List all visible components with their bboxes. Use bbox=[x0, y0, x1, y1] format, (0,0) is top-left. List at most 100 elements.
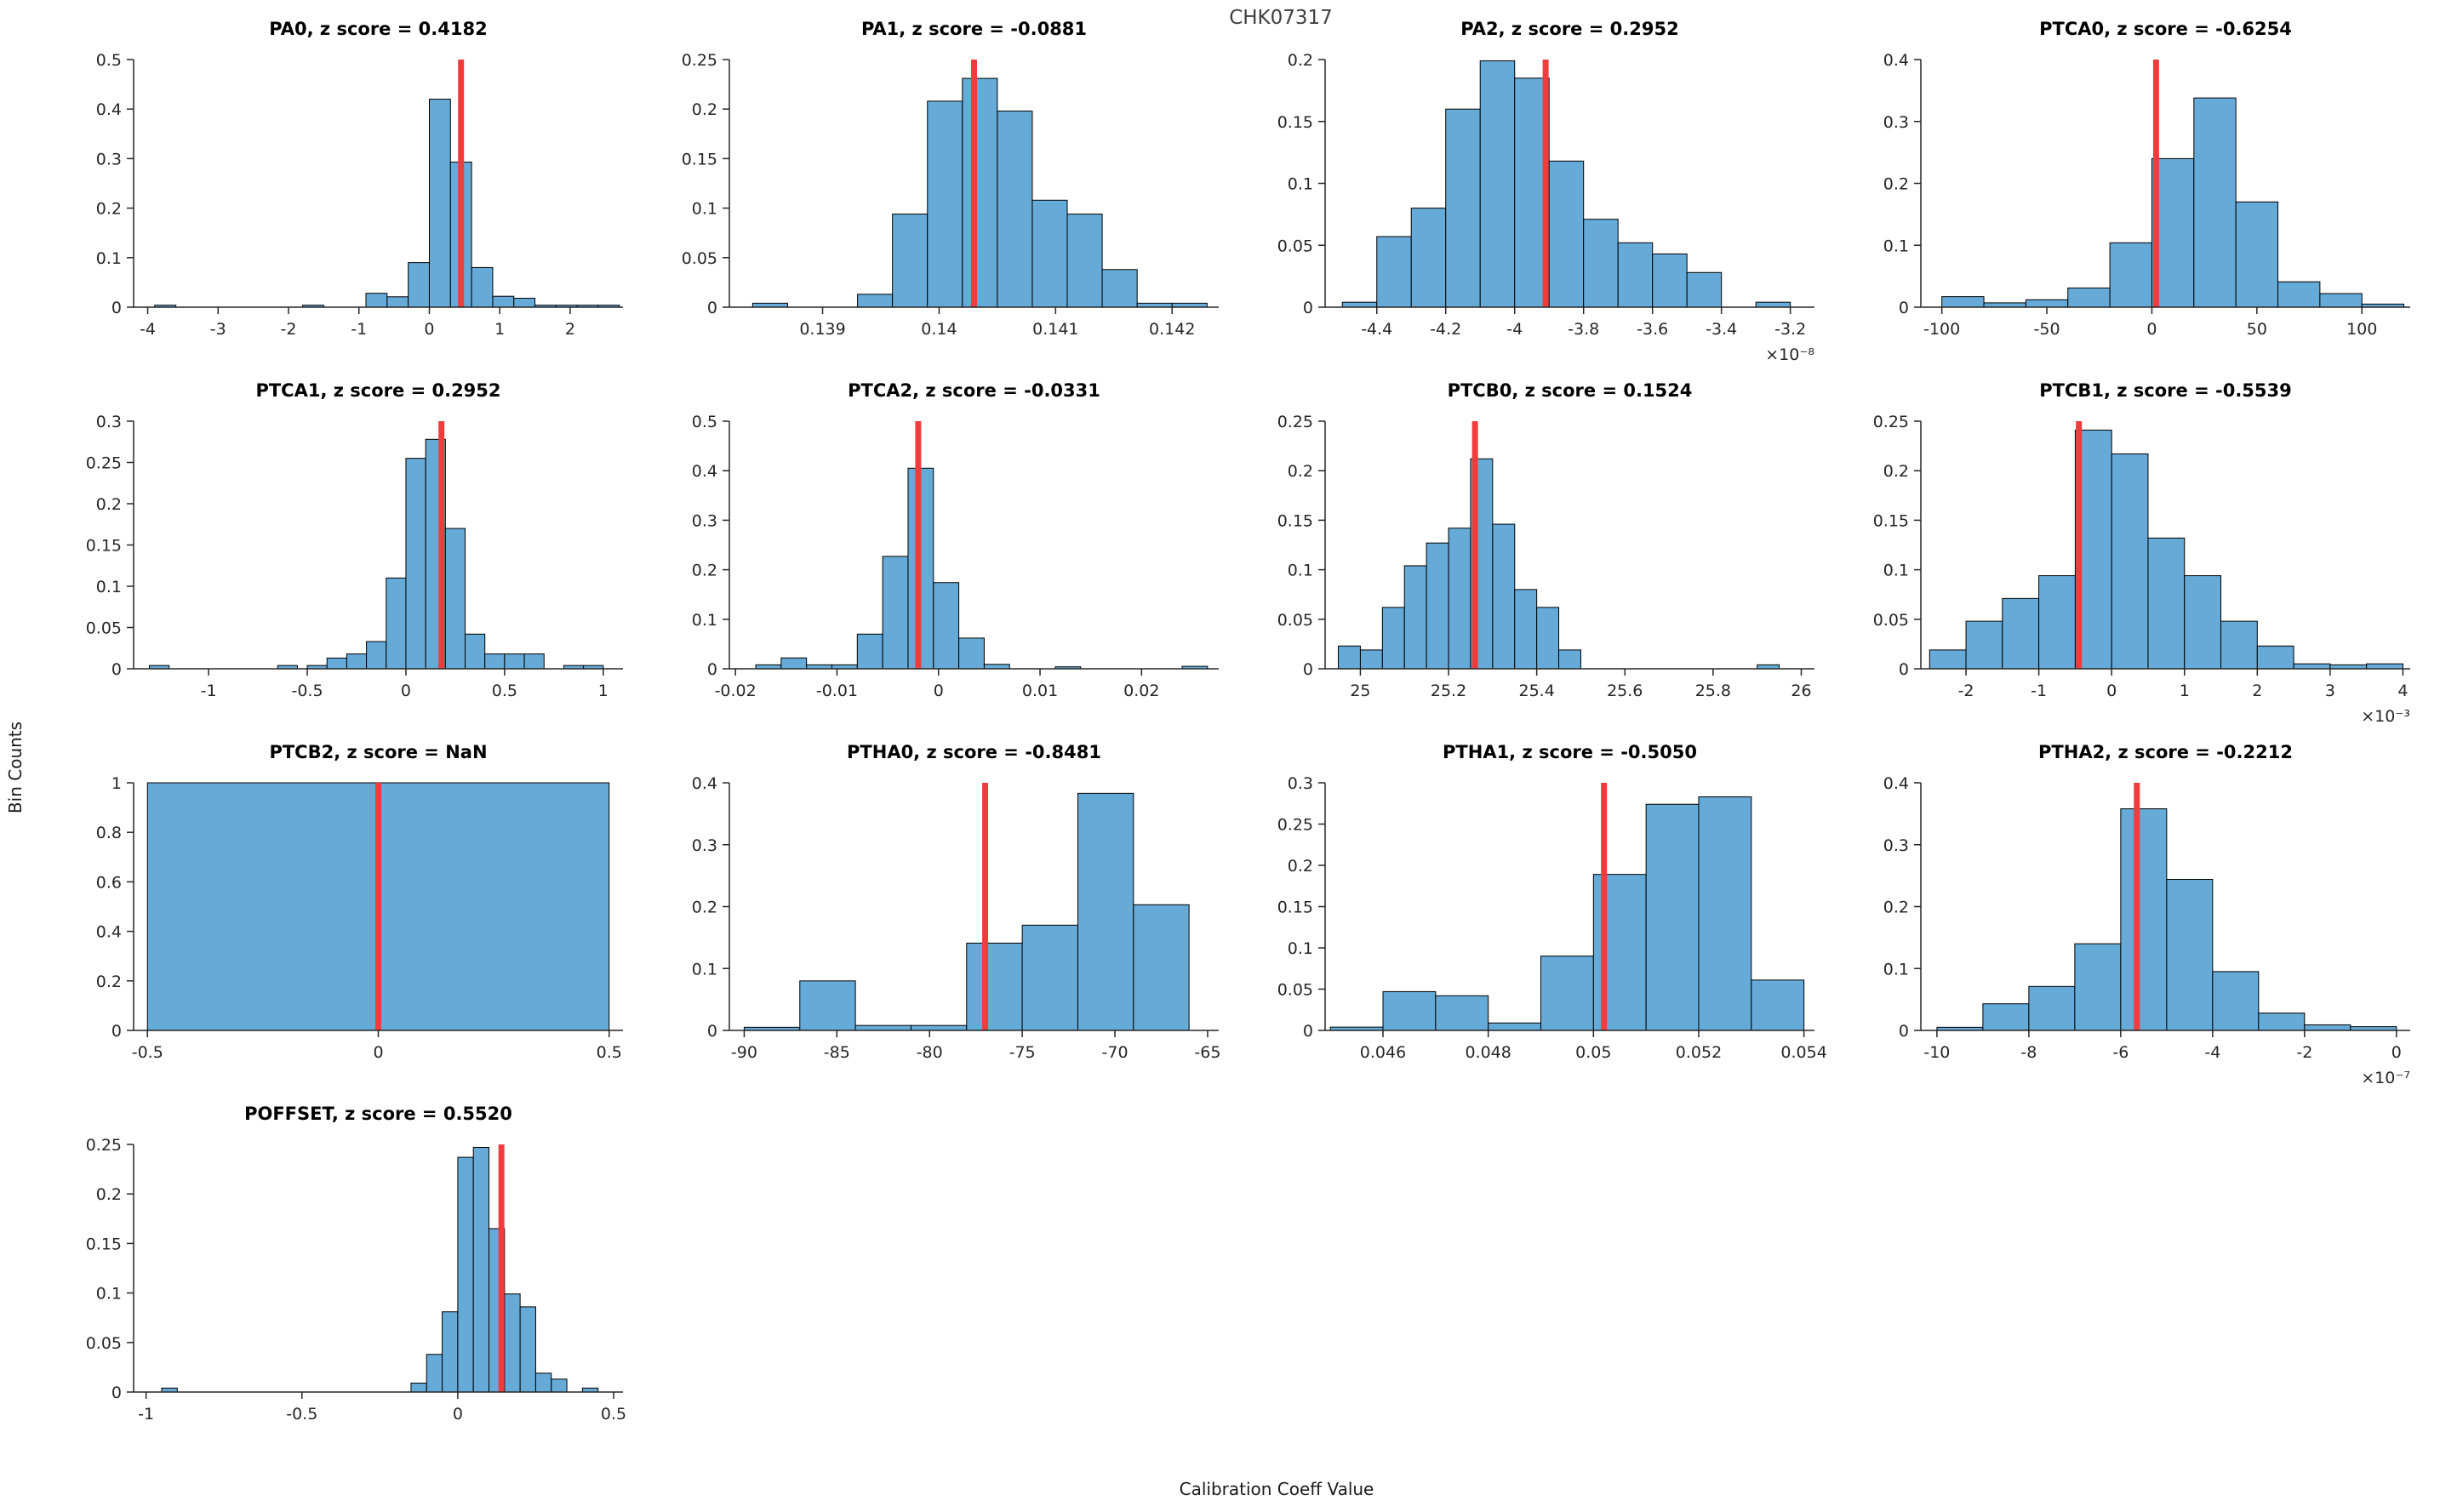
subplot-plot-area: 0.046 0.048 0.05 0.052 0.054 0 0.05 0.1 0.15 0.2 0… bbox=[1277, 774, 1827, 1062]
y-tick-label: 0.05 bbox=[682, 249, 717, 268]
histogram-bar bbox=[465, 633, 486, 670]
x-tick-label: -1 bbox=[2031, 682, 2047, 700]
histogram-bar bbox=[365, 293, 388, 308]
histogram-bar bbox=[1514, 589, 1538, 670]
x-tick-label: 0 bbox=[934, 682, 944, 700]
histogram-bar bbox=[1492, 523, 1516, 670]
x-axis-exponent-label: ×10⁻⁸ bbox=[1765, 345, 1814, 362]
y-tick-label: 0.15 bbox=[86, 537, 122, 556]
y-tick-label: 0 bbox=[111, 1022, 122, 1041]
y-tick-label: 0.4 bbox=[692, 462, 717, 481]
subplot-plot-area: -4.4 -4.2 -4 -3.8 -3.6 -3.4 -3.2 0 0.05 0.1 0.15 0.… bbox=[1277, 51, 1814, 364]
histogram-bar bbox=[2120, 808, 2168, 1031]
histogram-bar bbox=[1426, 542, 1449, 670]
x-tick-label: 0.052 bbox=[1676, 1043, 1722, 1062]
subplot-title: PA1, z score = -0.0881 bbox=[860, 19, 1088, 39]
x-tick-label: 0.141 bbox=[1032, 320, 1078, 339]
histogram-bar bbox=[2028, 985, 2076, 1031]
histogram-bar bbox=[2109, 242, 2152, 308]
histogram-bar bbox=[1021, 924, 1078, 1031]
y-tick-label: 0.05 bbox=[86, 1334, 122, 1353]
histogram-bar bbox=[519, 1306, 536, 1393]
x-tick-label: 0 bbox=[2391, 1043, 2402, 1062]
histogram-bar bbox=[2074, 943, 2122, 1031]
x-tick-label: 25.8 bbox=[1695, 682, 1731, 700]
y-tick-label: 0.1 bbox=[96, 578, 122, 596]
subplot-title: PA0, z score = 0.4182 bbox=[269, 19, 488, 39]
x-tick-label: 0.05 bbox=[1575, 1043, 1611, 1062]
y-tick-label: 0.2 bbox=[692, 562, 717, 580]
histogram-bar bbox=[958, 637, 985, 670]
histogram-bar bbox=[1403, 565, 1427, 670]
histogram-bar bbox=[1686, 271, 1723, 308]
histogram-bar bbox=[983, 664, 1010, 670]
x-tick-label: -65 bbox=[1194, 1043, 1220, 1062]
x-tick-label: -3 bbox=[210, 320, 226, 339]
subplot-title: PTCB1, z score = -0.5539 bbox=[2039, 380, 2292, 401]
y-tick-label: 0.2 bbox=[1288, 857, 1313, 876]
histogram-bar bbox=[1448, 528, 1471, 670]
histogram-bar bbox=[2220, 620, 2258, 670]
x-tick-label: -4 bbox=[2204, 1043, 2220, 1062]
histogram-bar bbox=[346, 653, 368, 670]
histogram-bar bbox=[1488, 1022, 1542, 1031]
y-tick-label: 0.3 bbox=[96, 413, 122, 431]
histogram-bar bbox=[997, 111, 1033, 308]
x-axis-exponent-label: ×10⁻⁷ bbox=[2361, 1069, 2410, 1085]
histogram-bar bbox=[2256, 645, 2294, 670]
histogram-bar bbox=[1101, 269, 1138, 308]
y-tick-label: 0.15 bbox=[1277, 113, 1313, 132]
y-tick-label: 0.1 bbox=[1883, 960, 1909, 979]
y-tick-label: 0.4 bbox=[96, 100, 122, 119]
histogram-bar bbox=[2277, 281, 2321, 308]
y-tick-label: 0.8 bbox=[96, 824, 122, 842]
subplot-title: PTCA0, z score = -0.6254 bbox=[2039, 19, 2292, 39]
y-tick-label: 0 bbox=[707, 660, 717, 679]
histogram-bar bbox=[933, 582, 960, 670]
x-tick-label: 0.14 bbox=[921, 320, 957, 339]
subplot-plot-area: 0.139 0.14 0.141 0.142 0 0.05 0.1 0.15 0.2 0.25 bbox=[682, 51, 1219, 339]
x-tick-label: -100 bbox=[1923, 320, 1960, 339]
y-tick-label: 0.2 bbox=[96, 1185, 122, 1204]
y-tick-label: 0.4 bbox=[692, 774, 717, 793]
histogram-bar bbox=[405, 458, 426, 670]
x-tick-label: -1 bbox=[138, 1405, 154, 1424]
x-tick-label: 0.046 bbox=[1360, 1043, 1406, 1062]
histogram-bar bbox=[882, 556, 909, 670]
subplot-plot-area: -2 -1 0 1 2 3 4 0 0.05 0.1 0.15 0.2 0.25 ×10⁻³ bbox=[1873, 413, 2410, 726]
histogram-bar bbox=[856, 633, 883, 670]
subplot-plot-area: -100 -50 0 50 100 0 0.1 0.2 0.3 0.4 bbox=[1883, 51, 2410, 339]
figure-title: CHK07317 bbox=[1229, 7, 1333, 29]
y-tick-label: 0.25 bbox=[86, 454, 122, 473]
subplot-ptha2: PTHA2, z score = -0.2212 -10 -8 -6 -4 -2 0 0 0.1… bbox=[1838, 723, 2434, 1087]
x-tick-label: -85 bbox=[824, 1043, 850, 1062]
y-tick-label: 0.15 bbox=[1277, 899, 1313, 917]
y-tick-label: 0.2 bbox=[1288, 462, 1313, 481]
histogram-bar bbox=[892, 214, 929, 308]
histogram-bar bbox=[408, 262, 430, 308]
y-tick-label: 0.2 bbox=[1883, 899, 1909, 917]
histogram-bar bbox=[1133, 904, 1190, 1031]
histogram-bar bbox=[1983, 302, 2026, 308]
histogram-bar bbox=[962, 77, 998, 308]
x-tick-label: -10 bbox=[1923, 1043, 1950, 1062]
x-tick-label: 25.6 bbox=[1607, 682, 1643, 700]
histogram-bar bbox=[1982, 1003, 2030, 1031]
subplot-ptca2: PTCA2, z score = -0.0331 -0.02 -0.01 0 0.01 0… bbox=[647, 362, 1243, 723]
x-tick-label: 50 bbox=[2247, 320, 2267, 339]
y-tick-label: 0.4 bbox=[1883, 51, 1909, 70]
x-tick-label: -75 bbox=[1009, 1043, 1036, 1062]
y-tick-label: 0 bbox=[1303, 660, 1313, 679]
subplot-ptcb0: PTCB0, z score = 0.1524 25 25.2 25.4 25.6 25.… bbox=[1243, 362, 1838, 723]
subplot-plot-area: -1 -0.5 0 0.5 0 0.05 0.1 0.15 0.2 0.25 bbox=[86, 1136, 626, 1424]
y-tick-label: 1 bbox=[111, 774, 122, 793]
x-tick-label: 3 bbox=[2325, 682, 2335, 700]
histogram-bar bbox=[2235, 201, 2279, 308]
x-tick-label: 0 bbox=[2106, 682, 2117, 700]
subplot-poffset: POFFSET, z score = 0.5520 -1 -0.5 0 0.5 0 0.05… bbox=[51, 1085, 647, 1446]
y-tick-label: 0.5 bbox=[96, 51, 122, 70]
y-tick-label: 0.25 bbox=[682, 51, 717, 70]
x-tick-label: 1 bbox=[494, 320, 505, 339]
histogram-bar bbox=[326, 657, 347, 670]
histogram-bar bbox=[410, 1383, 427, 1393]
